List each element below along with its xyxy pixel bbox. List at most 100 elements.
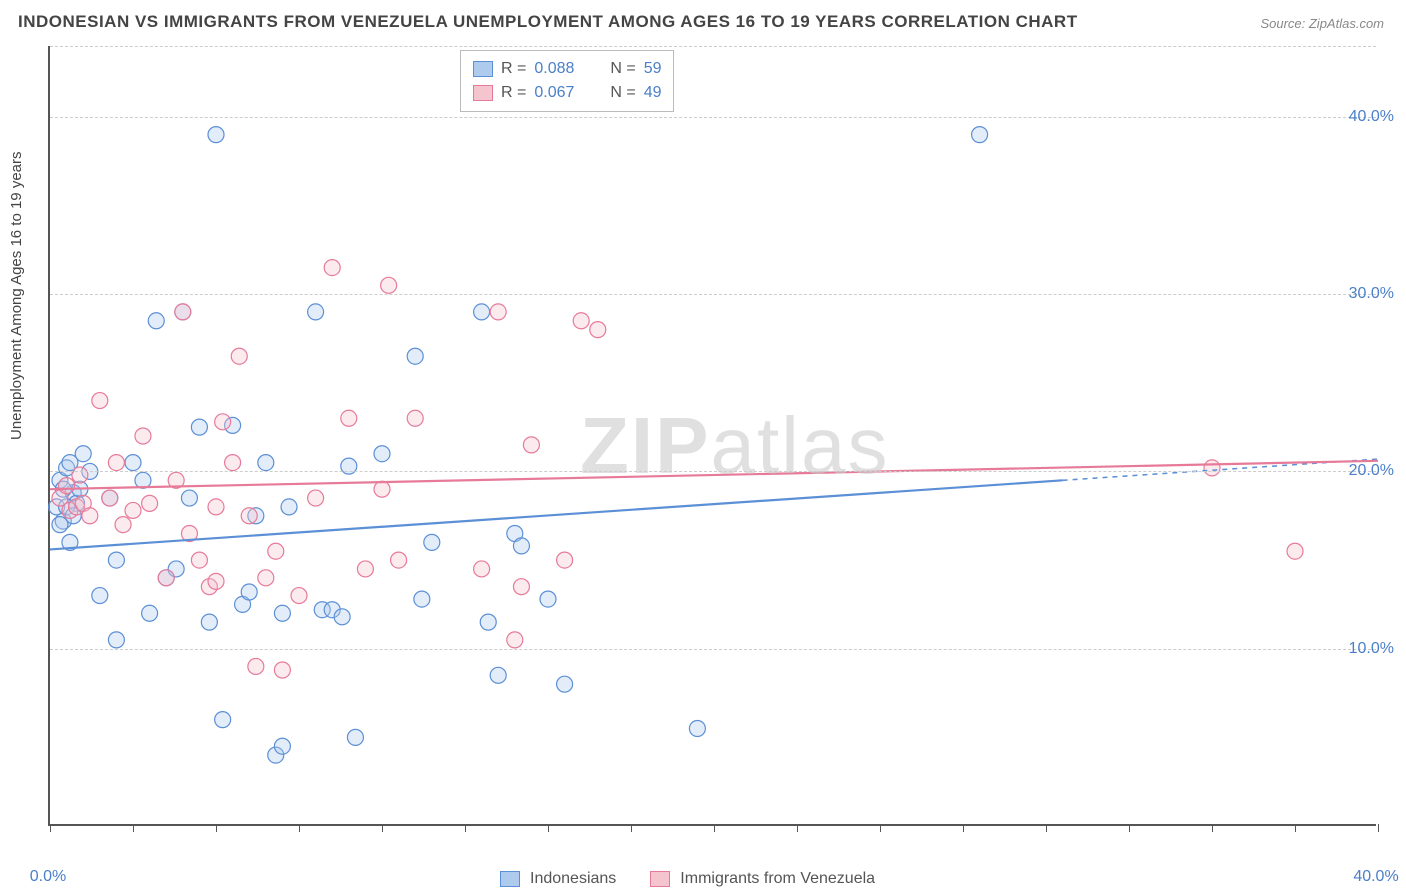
data-point <box>108 455 124 471</box>
chart-title: INDONESIAN VS IMMIGRANTS FROM VENEZUELA … <box>18 12 1078 32</box>
x-tick <box>631 824 632 832</box>
x-tick <box>50 824 51 832</box>
y-tick-label: 30.0% <box>1349 285 1394 303</box>
data-point <box>125 455 141 471</box>
legend-r-label: R = <box>501 81 526 105</box>
data-point <box>347 729 363 745</box>
x-tick <box>1212 824 1213 832</box>
chart-svg <box>50 46 1376 824</box>
data-point <box>540 591 556 607</box>
data-point <box>208 573 224 589</box>
data-point <box>92 393 108 409</box>
x-tick <box>548 824 549 832</box>
data-point <box>474 304 490 320</box>
data-point <box>102 490 118 506</box>
legend-swatch <box>473 61 493 77</box>
data-point <box>689 721 705 737</box>
x-tick-label: 0.0% <box>30 868 66 886</box>
data-point <box>125 502 141 518</box>
data-point <box>92 588 108 604</box>
data-point <box>148 313 164 329</box>
data-point <box>108 632 124 648</box>
data-point <box>557 676 573 692</box>
data-point <box>308 490 324 506</box>
data-point <box>281 499 297 515</box>
data-point <box>557 552 573 568</box>
chart-plot-area <box>48 46 1376 826</box>
data-point <box>334 609 350 625</box>
data-point <box>490 667 506 683</box>
data-point <box>391 552 407 568</box>
data-point <box>215 712 231 728</box>
legend-r-value: 0.067 <box>534 81 590 105</box>
data-point <box>142 495 158 511</box>
data-point <box>324 260 340 276</box>
data-point <box>135 472 151 488</box>
data-point <box>308 304 324 320</box>
gridline-h <box>50 46 1376 47</box>
source-label: Source: ZipAtlas.com <box>1260 16 1384 31</box>
x-tick <box>797 824 798 832</box>
legend-swatch <box>650 871 670 887</box>
data-point <box>258 455 274 471</box>
legend-r-label: R = <box>501 57 526 81</box>
data-point <box>590 322 606 338</box>
x-tick <box>382 824 383 832</box>
legend-stats: R = 0.088 N = 59 R = 0.067 N = 49 <box>460 50 674 112</box>
data-point <box>357 561 373 577</box>
legend-n-value: 59 <box>644 57 662 81</box>
x-tick-label: 40.0% <box>1353 868 1398 886</box>
data-point <box>108 552 124 568</box>
data-point <box>158 570 174 586</box>
data-point <box>241 508 257 524</box>
x-tick <box>1129 824 1130 832</box>
data-point <box>59 478 75 494</box>
legend-n-value: 49 <box>644 81 662 105</box>
y-tick-label: 20.0% <box>1349 462 1394 480</box>
legend-n-label: N = <box>610 81 635 105</box>
data-point <box>115 517 131 533</box>
data-point <box>490 304 506 320</box>
data-point <box>258 570 274 586</box>
legend-series-label: Immigrants from Venezuela <box>680 870 875 888</box>
data-point <box>407 348 423 364</box>
data-point <box>414 591 430 607</box>
y-tick-label: 40.0% <box>1349 108 1394 126</box>
data-point <box>274 662 290 678</box>
data-point <box>215 414 231 430</box>
x-tick <box>1046 824 1047 832</box>
trend-line <box>50 480 1063 549</box>
data-point <box>274 605 290 621</box>
legend-stat-row: R = 0.067 N = 49 <box>473 81 661 105</box>
gridline-h <box>50 117 1376 118</box>
data-point <box>72 467 88 483</box>
legend-r-value: 0.088 <box>534 57 590 81</box>
data-point <box>407 410 423 426</box>
data-point <box>573 313 589 329</box>
legend-n-label: N = <box>610 57 635 81</box>
data-point <box>274 738 290 754</box>
trend-line <box>50 461 1378 489</box>
gridline-h <box>50 649 1376 650</box>
data-point <box>135 428 151 444</box>
x-tick <box>1295 824 1296 832</box>
y-tick-label: 10.0% <box>1349 640 1394 658</box>
data-point <box>225 455 241 471</box>
data-point <box>208 499 224 515</box>
data-point <box>142 605 158 621</box>
x-tick <box>880 824 881 832</box>
x-tick <box>133 824 134 832</box>
x-tick <box>714 824 715 832</box>
data-point <box>268 543 284 559</box>
legend-series: IndonesiansImmigrants from Venezuela <box>500 870 899 888</box>
data-point <box>291 588 307 604</box>
data-point <box>480 614 496 630</box>
data-point <box>523 437 539 453</box>
data-point <box>424 534 440 550</box>
x-tick <box>216 824 217 832</box>
legend-swatch <box>500 871 520 887</box>
data-point <box>231 348 247 364</box>
data-point <box>513 579 529 595</box>
data-point <box>972 127 988 143</box>
data-point <box>513 538 529 554</box>
